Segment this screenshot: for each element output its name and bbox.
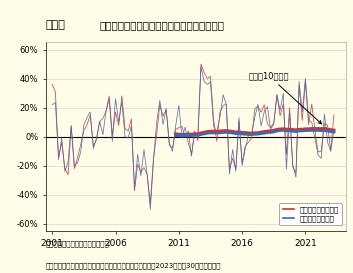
Text: （注１）四半期単位の年率換算。: （注１）四半期単位の年率換算。 — [46, 241, 110, 247]
Text: 運用利回りの実績と現行の資産構成での推計: 運用利回りの実績と現行の資産構成での推計 — [100, 20, 225, 30]
Legend: 現行構成での递及値, ＧＰＩＦの実績値: 現行構成での递及値, ＧＰＩＦの実績値 — [279, 203, 342, 225]
Text: 太線は10年平均: 太線は10年平均 — [249, 71, 322, 124]
Text: 図表３: 図表３ — [46, 20, 66, 30]
Text: （資料）年金財政における経済前提に関する専門委員会（2023．６．30）詳細データ: （資料）年金財政における経済前提に関する専門委員会（2023．６．30）詳細デー… — [46, 262, 221, 269]
